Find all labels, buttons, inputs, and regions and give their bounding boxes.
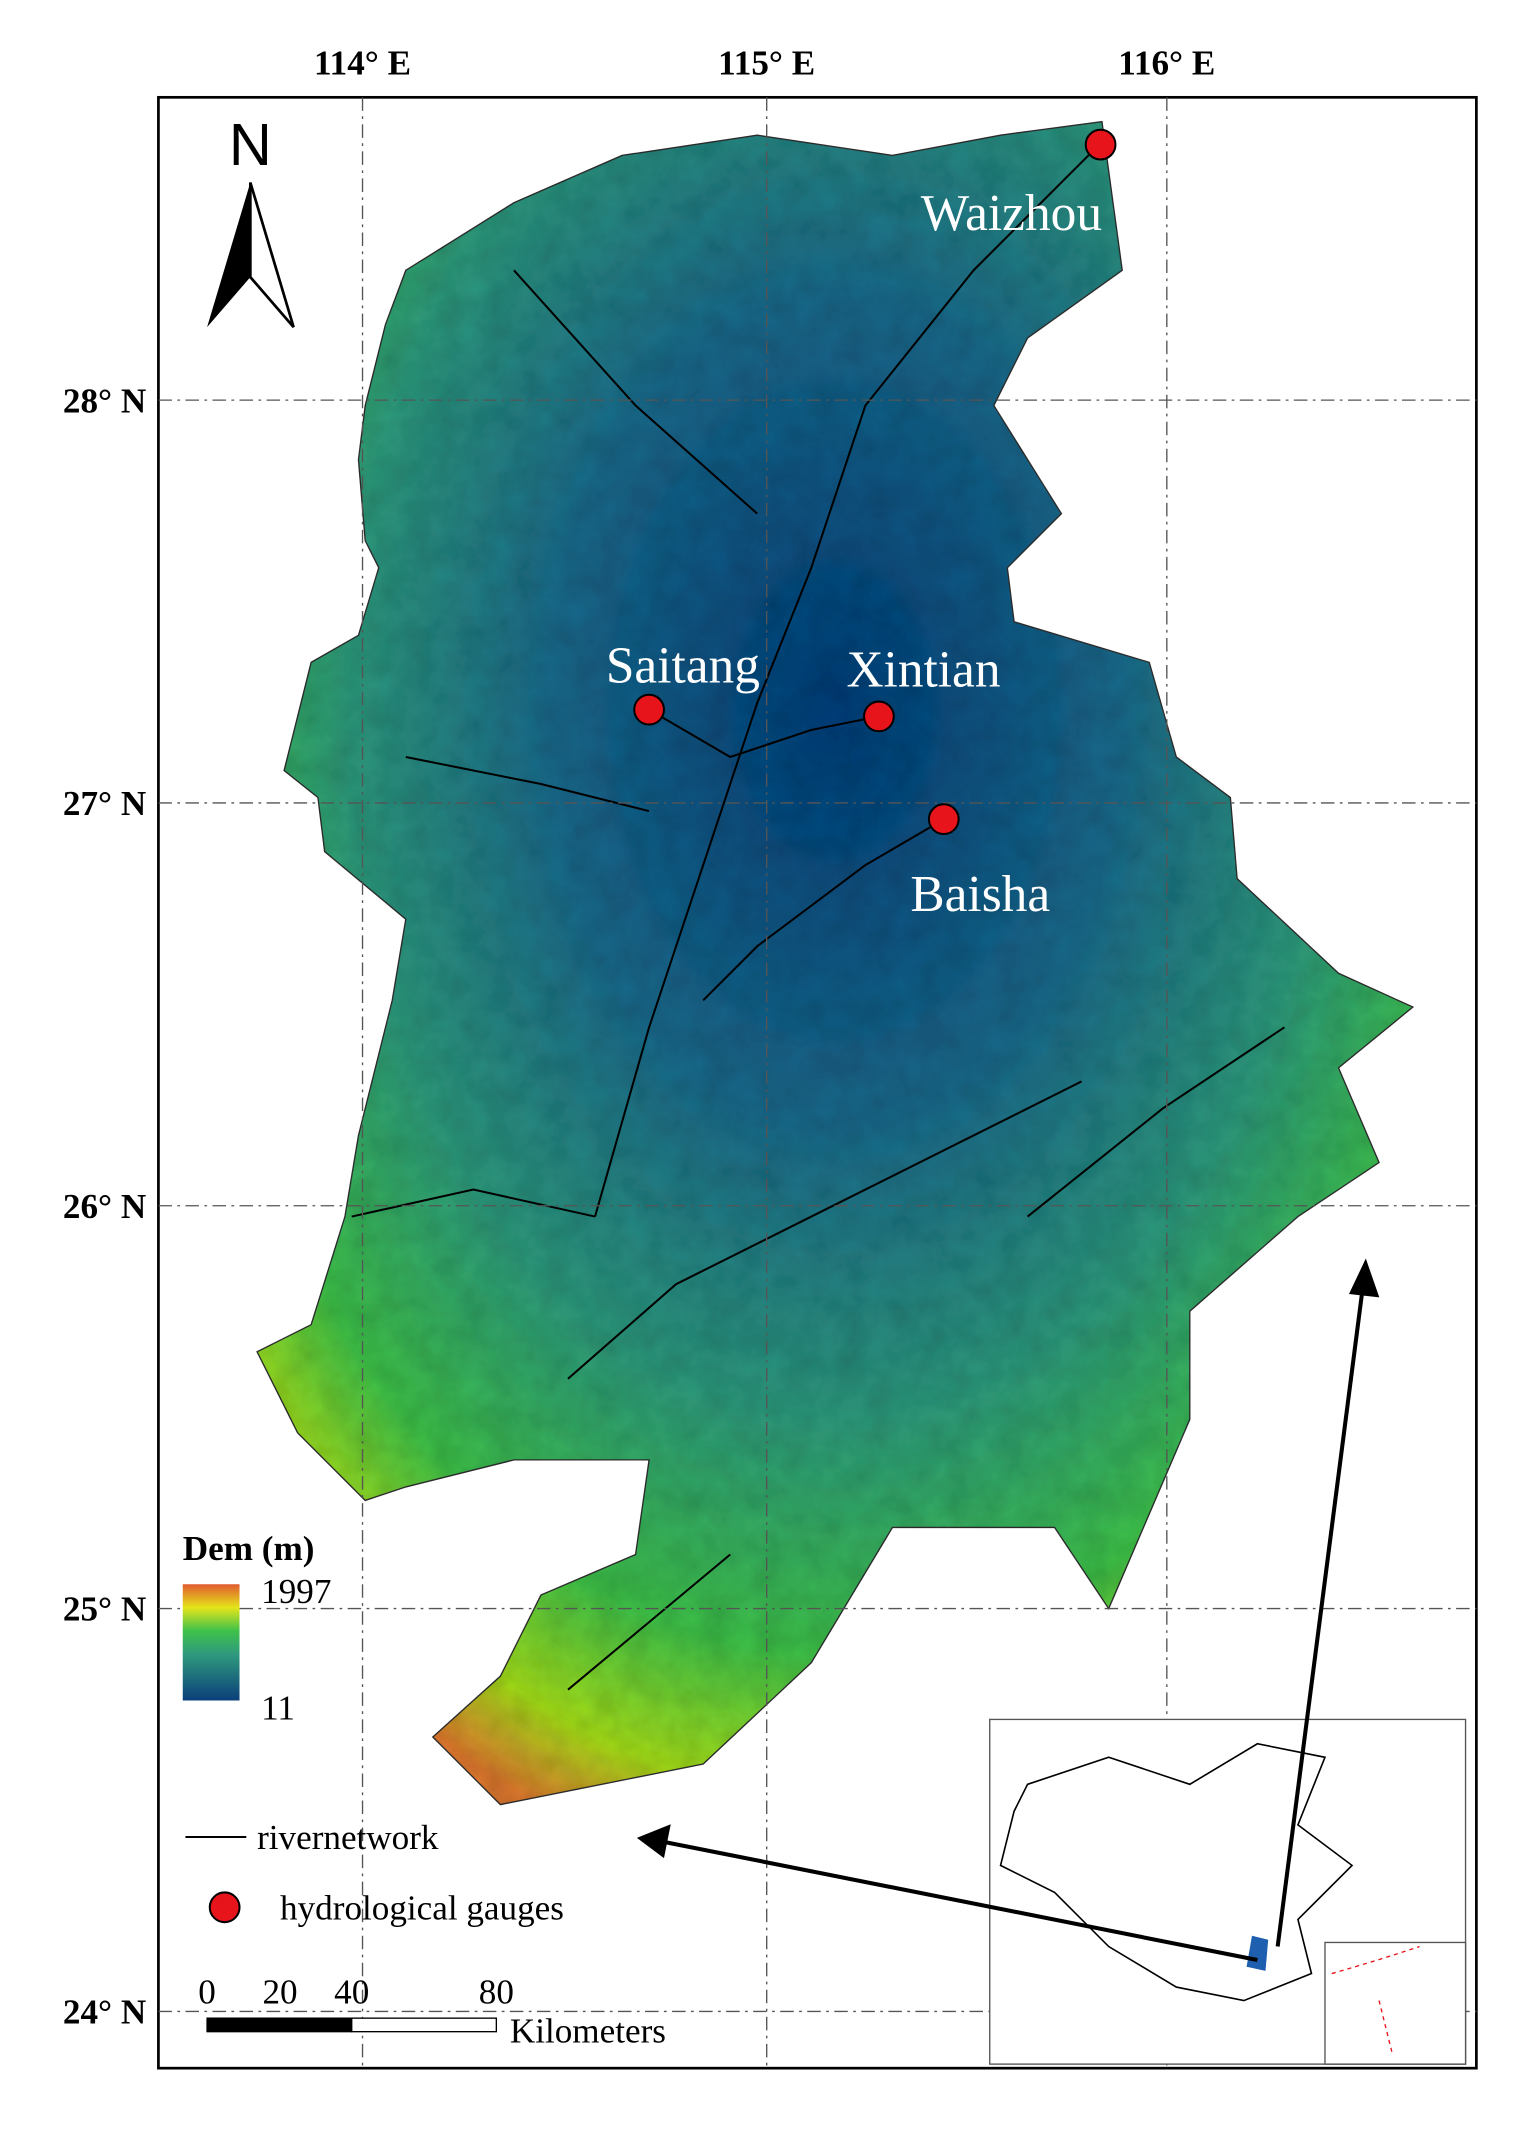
scale-tick: 0 bbox=[198, 1972, 216, 2011]
legend-gauge: hydrological gauges bbox=[280, 1888, 564, 1927]
basin bbox=[256, 120, 1415, 1806]
gauge-markers bbox=[633, 128, 1117, 836]
dem-colorbar bbox=[182, 1584, 240, 1701]
lon-label: 116° E bbox=[1118, 43, 1215, 82]
gauge-label: Baisha bbox=[910, 866, 1050, 923]
graticule bbox=[158, 97, 1477, 2069]
pointer-arrows bbox=[636, 1258, 1380, 1963]
gauge-label: Saitang bbox=[606, 638, 760, 695]
inset-outline bbox=[999, 1742, 1354, 2002]
lon-label: 115° E bbox=[718, 43, 815, 82]
scale-unit: Kilometers bbox=[510, 2011, 666, 2050]
scale-tick: 80 bbox=[479, 1972, 514, 2011]
legend-gauge-symbol bbox=[208, 1891, 241, 1924]
lat-label: 25° N bbox=[63, 1590, 146, 1629]
lat-label: 24° N bbox=[63, 1993, 146, 2032]
lat-label: 28° N bbox=[63, 381, 146, 420]
scale-tick: 40 bbox=[334, 1972, 369, 2011]
scale-bar bbox=[351, 2017, 498, 2033]
lon-label: 114° E bbox=[314, 43, 411, 82]
river-network bbox=[351, 147, 1285, 1691]
gauge-label: Waizhou bbox=[921, 185, 1102, 242]
legend-max: 1997 bbox=[261, 1572, 331, 1611]
north-label: N bbox=[229, 111, 272, 178]
lat-label: 26° N bbox=[63, 1187, 146, 1226]
scale-bar bbox=[206, 2017, 353, 2033]
gauge-label: Xintian bbox=[846, 642, 1000, 699]
inset-south-sea-lines bbox=[1331, 1945, 1420, 2055]
legend-title: Dem (m) bbox=[183, 1529, 315, 1568]
legend-min: 11 bbox=[261, 1688, 295, 1727]
inset-south-sea bbox=[1324, 1941, 1467, 2065]
scale-tick: 20 bbox=[263, 1972, 298, 2011]
lat-label: 27° N bbox=[63, 784, 146, 823]
inset-basin bbox=[1246, 1935, 1269, 1971]
legend-river: rivernetwork bbox=[257, 1818, 439, 1857]
